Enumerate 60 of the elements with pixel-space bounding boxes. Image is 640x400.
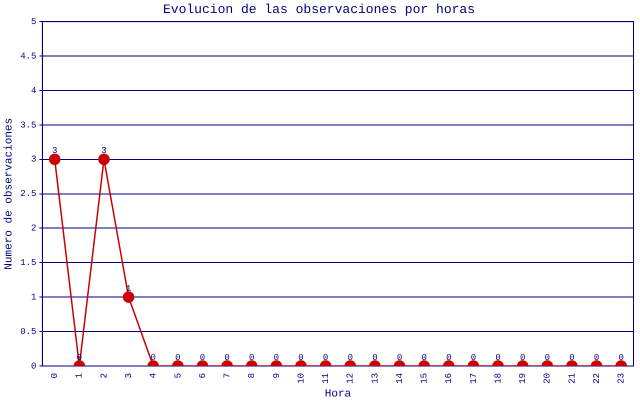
x-tick-label: 7: [222, 373, 233, 378]
x-axis-title: Hora: [324, 388, 352, 400]
data-label: 0: [200, 352, 206, 363]
x-tick-label: 16: [444, 373, 454, 384]
chart-title: Evolucion de las observaciones por horas: [162, 2, 476, 18]
x-tick-label: 8: [247, 373, 258, 378]
x-tick-label: 9: [272, 373, 282, 378]
data-label: 0: [274, 352, 280, 363]
x-tick-label: 22: [592, 373, 602, 384]
data-label: 3: [52, 146, 58, 156]
data-label: 0: [495, 352, 501, 363]
y-tick-label: 0.5: [20, 326, 36, 337]
x-tick-label: 11: [321, 373, 332, 384]
x-tick-label: 20: [542, 373, 553, 384]
x-tick-label: 10: [296, 373, 306, 384]
y-tick-label: 4.5: [20, 51, 36, 62]
y-tick-label: 4: [30, 86, 36, 96]
y-tick-label: 2: [30, 224, 36, 234]
data-label: 0: [396, 352, 402, 363]
x-tick-label: 0: [50, 373, 60, 378]
y-tick-label: 0: [30, 361, 36, 372]
y-tick-label: 3: [30, 154, 36, 165]
x-tick-label: 17: [468, 373, 479, 384]
y-tick-label: 2.5: [20, 189, 36, 200]
data-label: 0: [446, 352, 452, 363]
x-tick-label: 21: [567, 373, 578, 384]
data-label: 0: [322, 352, 328, 363]
data-label: 0: [470, 352, 476, 363]
x-tick-label: 2: [99, 373, 110, 378]
data-label: 0: [175, 352, 181, 363]
x-tick-label: 6: [198, 373, 208, 378]
y-tick-label: 1.5: [20, 258, 36, 268]
data-label: 0: [298, 352, 304, 363]
x-tick-label: 1: [74, 373, 85, 378]
data-label: 0: [520, 352, 526, 363]
x-tick-label: 4: [148, 373, 159, 378]
data-label: 0: [249, 352, 254, 363]
data-label: 0: [544, 352, 550, 363]
x-tick-label: 13: [370, 373, 380, 384]
data-label: 0: [618, 352, 624, 363]
data-label: 0: [594, 352, 600, 363]
x-tick-label: 14: [394, 373, 405, 384]
x-tick-label: 15: [420, 373, 430, 384]
y-tick-label: 1: [30, 292, 36, 303]
x-tick-label: 18: [493, 373, 504, 384]
x-tick-label: 5: [173, 373, 184, 378]
x-tick-label: 3: [124, 373, 134, 378]
y-axis-title: Numero de observaciones: [4, 118, 16, 270]
data-label: 0: [372, 352, 378, 363]
x-tick-label: 19: [518, 373, 528, 384]
data-label: 0: [348, 352, 353, 363]
y-tick-label: 3.5: [20, 120, 36, 130]
y-tick-label: 5: [30, 16, 36, 27]
x-tick-label: 23: [616, 373, 627, 384]
x-tick-label: 12: [346, 373, 356, 384]
data-label: 0: [224, 352, 230, 363]
data-label: 3: [101, 146, 107, 156]
data-label: 0: [421, 352, 427, 363]
data-label: 0: [569, 352, 575, 363]
data-label: 0: [150, 352, 156, 363]
